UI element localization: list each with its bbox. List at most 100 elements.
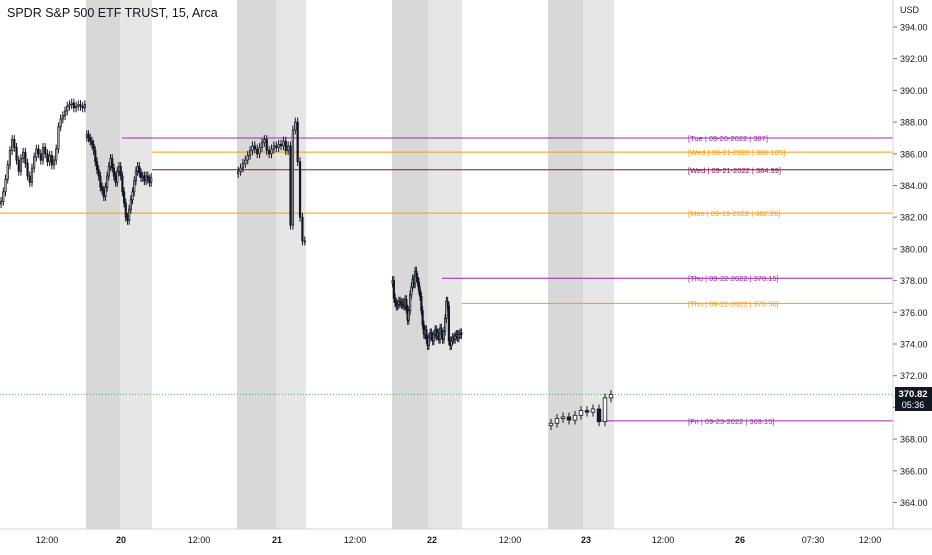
- candle-70: [138, 162, 141, 178]
- candle-body-152: [447, 305, 450, 342]
- candle-38: [83, 100, 86, 113]
- candle-41: [89, 133, 92, 146]
- candle-96: [279, 139, 283, 151]
- candle-167: [572, 410, 578, 425]
- candle-106: [303, 236, 306, 246]
- candle-54: [111, 154, 114, 173]
- time-label-1: 20: [116, 535, 126, 545]
- price-tick-label-7: 380.00: [900, 244, 928, 254]
- candle-body-98: [284, 140, 287, 152]
- time-label-11: 12:00: [859, 535, 882, 545]
- candle-69: [136, 162, 139, 176]
- candle-body-150: [445, 300, 448, 320]
- candle-79: [239, 163, 242, 176]
- candle-127: [416, 272, 419, 287]
- candle-173: [608, 389, 614, 403]
- price-axis[interactable]: 394.00 392.00 390.00 388.00 386.00 384.00 382.…: [893, 23, 928, 509]
- candle-body-62: [124, 202, 127, 218]
- candle-103: [296, 117, 299, 167]
- chart-title: SPDR S&P 500 ETF TRUST, 15, Arca: [7, 6, 218, 20]
- candle-168: [578, 406, 584, 420]
- price-tick-label-13: 368.00: [900, 435, 928, 445]
- candle-57: [116, 166, 119, 187]
- candle-body-3: [6, 164, 9, 180]
- candle-99: [287, 141, 290, 156]
- candle-body-56: [114, 175, 117, 183]
- candle-111: [396, 299, 399, 311]
- candle-body-60: [121, 175, 124, 193]
- candle-66: [131, 187, 134, 205]
- time-label-10: 07:30: [802, 535, 825, 545]
- candle-170: [590, 404, 596, 417]
- time-axis[interactable]: 12:00 20 12:00 21 12:00 22 12:00 23 12:00 26 07:30…: [36, 535, 882, 545]
- candle-105: [301, 212, 304, 246]
- candle-23: [50, 150, 53, 170]
- candle-10: [22, 147, 25, 163]
- candle-body-26: [57, 126, 60, 150]
- candle-47: [99, 171, 102, 192]
- candle-body-170: [590, 408, 596, 413]
- time-label-5: 22: [427, 535, 437, 545]
- candle-body-79: [239, 167, 242, 172]
- candle-48: [100, 182, 104, 195]
- time-label-3: 21: [272, 535, 282, 545]
- candle-body-33: [72, 102, 75, 109]
- candle-body-96: [279, 143, 283, 147]
- candle-body-21: [46, 153, 49, 163]
- candle-58: [117, 162, 121, 176]
- candle-body-168: [578, 410, 584, 416]
- candle-body-54: [111, 158, 114, 169]
- candle-122: [410, 282, 413, 300]
- level-label-4: [Thu | 09-22-2022 | 378.15]: [688, 274, 779, 283]
- candle-body-91: [268, 150, 271, 155]
- candle-86: [256, 144, 259, 159]
- candle-body-75: [146, 175, 149, 180]
- candle-body-92: [270, 148, 273, 155]
- candle-body-13: [28, 175, 31, 183]
- level-labels: [Tue | 09-20-2022 | 387] [Wed | 09-21-202…: [688, 134, 785, 426]
- price-tick-label-0: 394.00: [900, 23, 928, 33]
- candle-34: [74, 101, 78, 113]
- candle-body-43: [92, 143, 95, 152]
- candle-body-172: [602, 397, 608, 423]
- candle-body-46: [97, 169, 100, 177]
- candle-body-120: [407, 310, 410, 321]
- candle-body-4: [8, 150, 12, 166]
- candle-body-103: [296, 121, 299, 163]
- candle-body-104: [298, 161, 302, 218]
- candle-120: [407, 306, 410, 325]
- candle-1: [2, 187, 5, 206]
- candle-body-118: [405, 299, 408, 310]
- candle-body-61: [122, 191, 126, 204]
- candle-84: [251, 141, 254, 156]
- candle-8: [17, 155, 20, 176]
- candle-82: [246, 150, 249, 165]
- candle-87: [258, 143, 261, 159]
- time-label-7: 23: [581, 535, 591, 545]
- candle-body-16: [35, 148, 38, 158]
- candle-body-65: [129, 199, 132, 210]
- candle-body-166: [566, 416, 572, 421]
- candle-63: [126, 212, 129, 225]
- candle-56: [114, 171, 117, 187]
- candle-body-121: [409, 294, 412, 312]
- candle-body-63: [126, 216, 129, 221]
- candle-15: [33, 152, 36, 173]
- candle-body-109: [394, 297, 397, 304]
- candle-52: [107, 162, 110, 181]
- session-shade-6: [548, 0, 583, 529]
- candle-body-66: [131, 191, 134, 201]
- candle-118: [405, 295, 408, 314]
- candle-body-10: [22, 151, 25, 159]
- candle-9: [19, 154, 23, 176]
- candle-body-164: [554, 418, 560, 424]
- candle-89: [263, 135, 266, 148]
- candle-body-31: [68, 104, 71, 107]
- candle-166: [566, 412, 572, 425]
- candle-27: [59, 114, 62, 132]
- price-tick-label-8: 378.00: [900, 276, 928, 286]
- candle-body-57: [116, 170, 119, 183]
- candle-68: [134, 166, 138, 186]
